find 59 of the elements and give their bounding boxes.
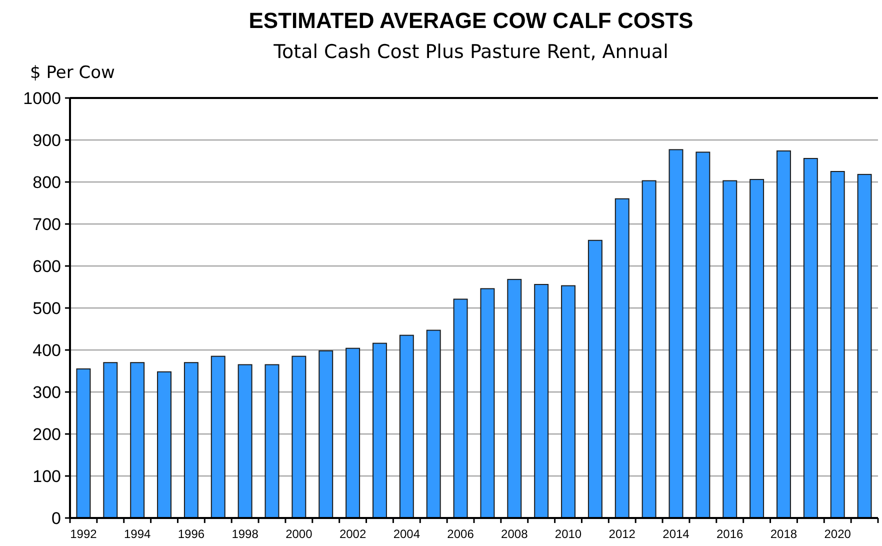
x-tick-label: 2012 [608,527,636,541]
bar [346,348,360,518]
bar [750,178,764,518]
bar [318,350,334,518]
y-axis-title: $ Per Cow [30,63,115,83]
bar [399,334,414,518]
x-tick-label: 2018 [770,527,798,541]
x-tick-label: 2008 [501,527,528,541]
x-tick-label: 2010 [554,527,582,541]
bar [561,285,576,518]
x-tick-label: 2014 [662,527,690,541]
x-tick-label: 2020 [824,527,852,541]
bar [830,171,845,518]
bar [130,362,145,518]
x-tick-label: 2004 [393,527,420,541]
y-tick-label: 200 [32,424,61,444]
bar [614,198,630,518]
x-tick-label: 2000 [286,527,313,541]
x-tick-label: 1992 [70,527,98,541]
bar [722,180,738,518]
bar [857,174,872,518]
bar [642,180,656,518]
bar [453,298,468,518]
bar [668,149,684,518]
y-tick-label: 300 [32,382,61,402]
y-tick-label: 800 [32,172,61,192]
bar [507,278,522,518]
bar [157,371,172,518]
y-tick-label: 100 [32,466,61,486]
bar [588,240,602,518]
x-tick-label: 1996 [178,527,205,541]
y-tick-label: 900 [32,130,61,150]
bar [264,364,280,518]
bar [210,356,226,518]
y-tick-label: 500 [32,298,61,318]
x-tick-label: 1994 [124,527,152,541]
chart-subtitle: Total Cash Cost Plus Pasture Rent, Annual [272,41,668,63]
bar [238,364,252,518]
bar [372,342,387,518]
x-tick-label: 2016 [716,527,744,541]
bar [184,362,198,518]
x-tick-label: 2006 [447,527,474,541]
bar [426,330,441,518]
y-tick-label: 400 [32,340,61,360]
y-tick-label: 0 [52,508,61,528]
bar [776,150,791,518]
x-tick-label: 1998 [232,527,259,541]
chart-title: ESTIMATED AVERAGE COW CALF COSTS [248,8,694,33]
bar [103,362,118,518]
y-tick-label: 600 [32,256,61,276]
y-tick-label: 700 [32,214,61,234]
bar [76,368,91,518]
x-tick-label: 2002 [339,527,366,541]
bar [292,356,306,518]
y-tick-label: 1000 [23,88,61,108]
bar [803,158,818,518]
bar [696,152,710,518]
bar [534,284,549,518]
bar [480,288,495,518]
